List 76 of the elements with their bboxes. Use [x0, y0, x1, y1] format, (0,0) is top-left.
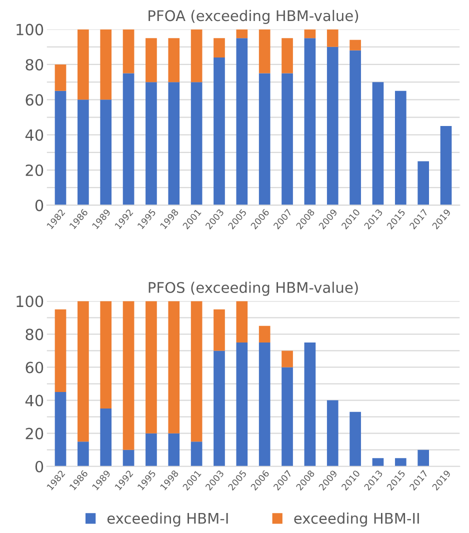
bar: [54, 309, 66, 392]
bar: [122, 73, 134, 206]
bar: [214, 350, 225, 466]
y-tick-label: 20: [26, 164, 44, 176]
legend-label: exceeding HBM-I: [107, 512, 228, 527]
bar: [326, 400, 338, 466]
bar: [54, 64, 66, 91]
bar: [258, 326, 270, 342]
bar: [304, 342, 316, 466]
bar: [100, 29, 112, 100]
bar: [54, 90, 66, 206]
bar: [350, 412, 361, 466]
bar: [394, 90, 406, 206]
bar: [258, 29, 270, 74]
y-tick-label: 20: [26, 428, 44, 440]
chart-title: PFOS (exceeding HBM-value): [148, 282, 358, 296]
bar: [350, 40, 361, 50]
bar: [100, 301, 112, 409]
bar: [418, 161, 430, 206]
bar: [190, 82, 202, 206]
y-tick-label: 100: [16, 296, 44, 308]
bar: [190, 29, 202, 82]
bar: [282, 367, 293, 466]
bar: [350, 50, 361, 206]
bar: [372, 82, 384, 206]
bar: [122, 450, 134, 466]
bar: [236, 29, 248, 38]
bar: [418, 450, 430, 466]
bar: [282, 38, 293, 74]
bar: [78, 100, 89, 206]
bar: [122, 29, 134, 74]
bar: [190, 301, 202, 442]
y-tick-label: 60: [26, 94, 44, 106]
bar: [54, 392, 66, 466]
bar: [394, 458, 406, 466]
bar: [214, 309, 225, 351]
y-tick-label: 100: [16, 24, 44, 36]
bar: [168, 433, 180, 466]
bar: [122, 301, 134, 450]
bar: [78, 29, 89, 100]
y-tick-label: 80: [26, 58, 44, 71]
bar: [304, 38, 316, 206]
y-tick-label: 0: [35, 460, 44, 472]
bar: [214, 57, 225, 206]
bar: [100, 100, 112, 206]
bar: [236, 301, 248, 342]
bar: [168, 82, 180, 206]
bar: [100, 408, 112, 466]
bar: [168, 38, 180, 82]
bar: [146, 38, 157, 82]
bar: [78, 301, 89, 442]
legend-label: exceeding HBM-II: [294, 512, 419, 527]
bar: [326, 46, 338, 206]
bar: [258, 342, 270, 466]
bar: [168, 301, 180, 434]
y-tick-label: 0: [35, 200, 44, 212]
y-tick-label: 80: [26, 328, 44, 340]
bar: [146, 433, 157, 466]
bar: [304, 29, 316, 38]
bar: [326, 29, 338, 47]
bar: [146, 301, 157, 434]
bar: [372, 458, 384, 466]
bar: [258, 73, 270, 206]
bar: [214, 38, 225, 58]
bar: [78, 442, 89, 466]
bar: [440, 126, 452, 206]
bar: [282, 350, 293, 368]
y-tick-label: 60: [26, 362, 44, 374]
bar: [236, 342, 248, 466]
y-tick-label: 40: [25, 394, 44, 406]
bar: [236, 38, 248, 206]
bar: [146, 82, 157, 206]
chart-title: PFOA (exceeding HBM-value): [148, 10, 358, 24]
bar: [282, 73, 293, 206]
bar: [190, 442, 202, 466]
y-tick-label: 40: [25, 129, 44, 141]
